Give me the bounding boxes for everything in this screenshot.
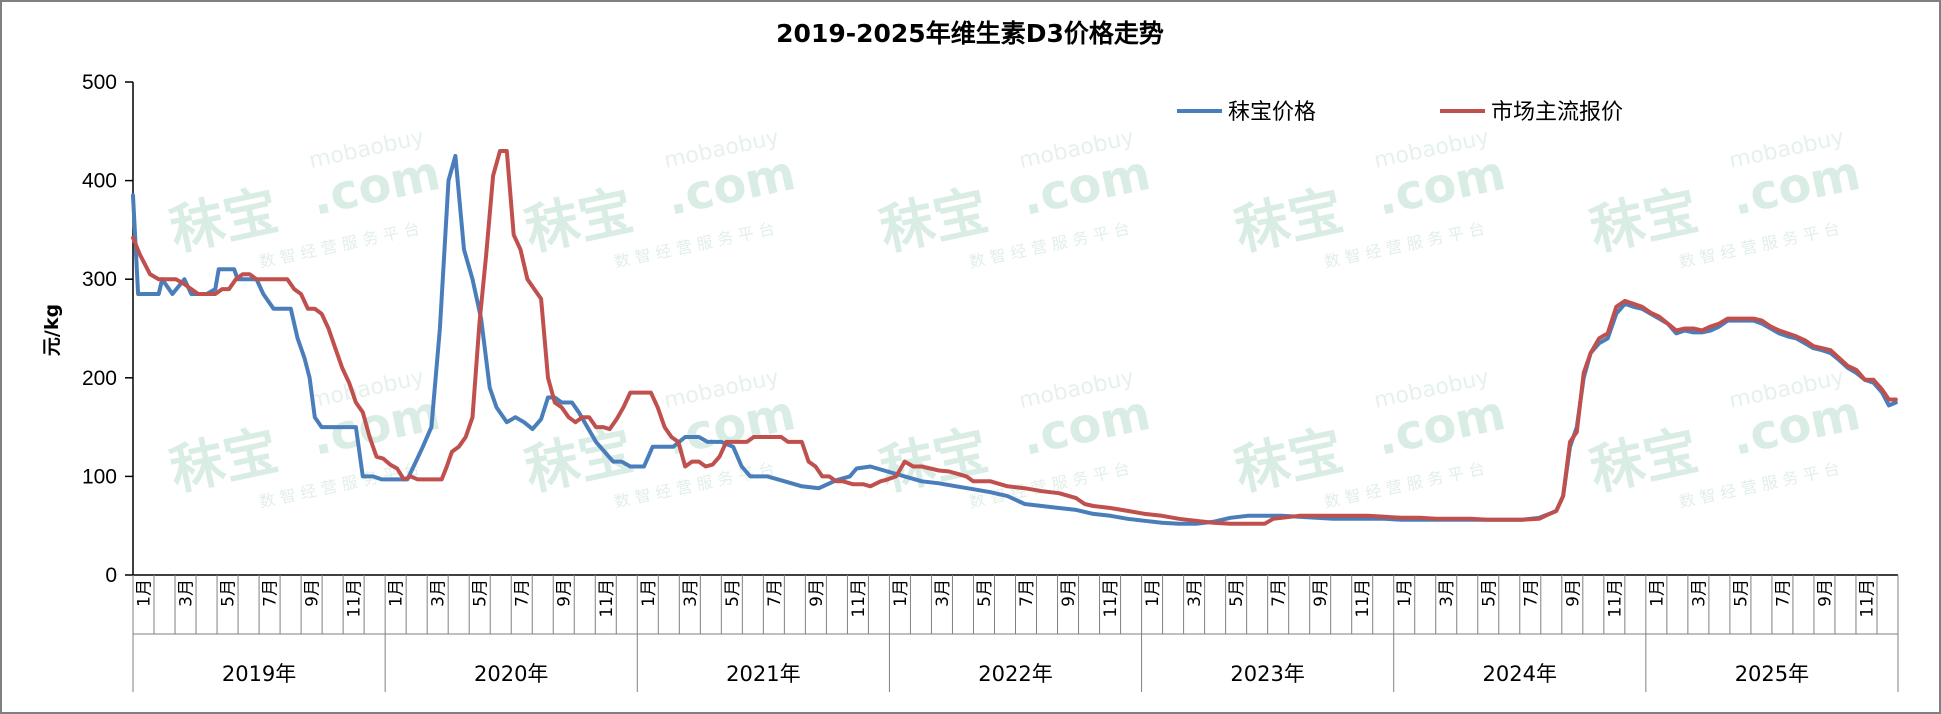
- x-month-label: 11月: [1353, 579, 1373, 618]
- y-tick-label: 500: [82, 71, 117, 94]
- x-month-label: 9月: [1059, 579, 1079, 607]
- x-year-label: 2020年: [474, 662, 548, 686]
- x-year-label: 2025年: [1735, 662, 1809, 686]
- legend: 秣宝价格 市场主流报价: [1177, 100, 1623, 125]
- x-month-label: 1月: [891, 579, 911, 607]
- x-month-label: 3月: [177, 579, 197, 607]
- x-month-label: 5月: [1479, 579, 1499, 607]
- x-year-label: 2024年: [1483, 662, 1557, 686]
- x-month-label: 7月: [1521, 579, 1541, 607]
- x-month-label: 7月: [261, 579, 281, 607]
- x-month-label: 5月: [975, 579, 995, 607]
- y-axis-label: 元/kg: [41, 304, 63, 356]
- x-year-label: 2019年: [222, 662, 296, 686]
- x-month-label: 1月: [1647, 579, 1667, 607]
- x-month-label: 5月: [1227, 579, 1247, 607]
- x-month-label: 9月: [1815, 579, 1835, 607]
- x-month-label: 9月: [1563, 579, 1583, 607]
- x-year-label: 2021年: [726, 662, 800, 686]
- x-year-label: 2022年: [978, 662, 1052, 686]
- y-tick-label: 300: [82, 268, 117, 291]
- x-month-label: 11月: [849, 579, 869, 618]
- x-month-label: 1月: [1143, 579, 1163, 607]
- x-month-label: 3月: [1185, 579, 1205, 607]
- series-layer: [131, 149, 1898, 526]
- x-month-label: 7月: [1773, 579, 1793, 607]
- series-line-market: [131, 149, 1898, 526]
- x-month-label: 11月: [597, 579, 617, 618]
- x-month-label: 5月: [1731, 579, 1751, 607]
- y-tick-label: 400: [82, 170, 117, 193]
- y-axis: 0 100 200 300 400 500: [82, 71, 134, 587]
- x-month-label: 9月: [807, 579, 827, 607]
- legend-label-market: 市场主流报价: [1491, 100, 1623, 125]
- x-month-label: 1月: [387, 579, 407, 607]
- x-month-label: 11月: [345, 579, 365, 618]
- x-month-label: 9月: [1311, 579, 1331, 607]
- x-month-label: 1月: [1395, 579, 1415, 607]
- x-month-label: 3月: [429, 579, 449, 607]
- x-month-label: 5月: [723, 579, 743, 607]
- x-month-label: 5月: [471, 579, 491, 607]
- x-month-label: 11月: [1857, 579, 1877, 618]
- x-month-label: 3月: [1689, 579, 1709, 607]
- x-month-label: 5月: [219, 579, 239, 607]
- x-month-label: 1月: [639, 579, 659, 607]
- x-year-label: 2023年: [1230, 662, 1304, 686]
- x-month-label: 11月: [1101, 579, 1121, 618]
- x-month-label: 7月: [513, 579, 533, 607]
- x-month-label: 9月: [303, 579, 323, 607]
- x-month-label: 7月: [1017, 579, 1037, 607]
- x-month-label: 3月: [933, 579, 953, 607]
- x-month-label: 3月: [1437, 579, 1457, 607]
- x-axis: 1月 3月 5月 7月 9月 11月 1月 3月 5月 7月 9月 11月 1月 3月 5月 7月 9月 11月 1…: [132, 574, 1899, 692]
- y-tick-label: 100: [82, 465, 117, 488]
- x-month-label: 11月: [1605, 579, 1625, 618]
- x-month-label: 7月: [1269, 579, 1289, 607]
- x-month-label: 3月: [681, 579, 701, 607]
- chart-title: 2019-2025年维生素D3价格走势: [776, 19, 1164, 48]
- x-month-label: 9月: [555, 579, 575, 607]
- legend-label-mobao: 秣宝价格: [1228, 100, 1316, 125]
- x-month-label: 1月: [135, 579, 155, 607]
- y-tick-label: 0: [105, 564, 117, 587]
- x-month-label: 7月: [765, 579, 785, 607]
- y-tick-label: 200: [82, 367, 117, 390]
